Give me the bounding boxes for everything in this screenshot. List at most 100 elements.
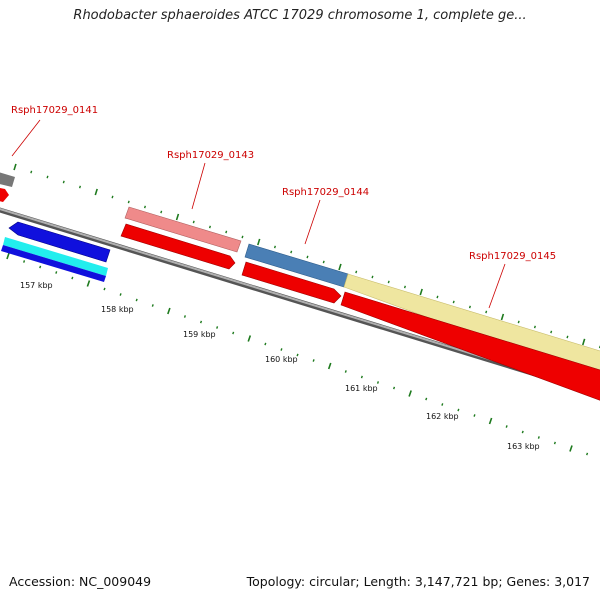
scale-tick-minor	[533, 325, 536, 329]
scale-tick-major	[581, 338, 586, 346]
scale-tick-major	[175, 213, 180, 221]
scale-tick-major	[419, 288, 423, 296]
scale-tick-minor	[30, 170, 33, 174]
scale-tick-major	[13, 163, 17, 171]
map-title: Rhodobacter sphaeroides ATCC 17029 chrom…	[73, 8, 527, 23]
scale-tick-major	[327, 362, 332, 370]
gene-feature-cyan[interactable]	[3, 237, 108, 276]
scale-tick-minor	[322, 260, 325, 264]
scale-tick-minor	[441, 403, 444, 406]
scale-tick-major	[500, 313, 505, 321]
kbp-label: 163 kbp	[507, 442, 540, 451]
scale-tick-minor	[232, 331, 235, 335]
scale-tick-minor	[127, 200, 130, 204]
scale-tick-minor	[485, 310, 488, 314]
kbp-label: 161 kbp	[345, 384, 378, 393]
scale-tick-minor	[160, 210, 163, 214]
scale-tick-minor	[468, 305, 471, 309]
scale-tick-minor	[355, 270, 358, 274]
scale-tick-major	[86, 280, 91, 287]
scale-tick-minor	[537, 436, 540, 439]
scale-tick-minor	[387, 280, 390, 284]
cds-arrow[interactable]	[340, 291, 600, 404]
gene-label: Rsph17029_0141	[11, 105, 98, 116]
scale-tick-minor	[151, 304, 154, 307]
scale-tick-major	[167, 307, 171, 315]
scale-tick-minor	[55, 271, 58, 274]
scale-labels: 157 kbp 158 kbp 159 kbp 160 kbp 161 kbp …	[20, 281, 540, 451]
kbp-label: 160 kbp	[265, 355, 298, 364]
scale-tick-minor	[457, 408, 460, 412]
scale-tick-minor	[586, 452, 589, 456]
gene-feature-blue-lower[interactable]	[1, 245, 106, 282]
cds-arrow[interactable]	[241, 261, 342, 304]
scale-tick-minor	[39, 265, 42, 269]
scale-tick-minor	[78, 185, 82, 189]
scale-tick-minor	[208, 225, 212, 229]
scale-tick-major	[488, 417, 493, 425]
gene-feature-blue[interactable]	[8, 221, 111, 263]
gene-feature-grey[interactable]	[0, 171, 15, 187]
scale-tick-minor	[199, 320, 203, 324]
topology-summary: Topology: circular; Length: 3,147,721 bp…	[246, 574, 590, 589]
scale-tick-minor	[273, 245, 276, 249]
scale-tick-minor	[393, 386, 396, 390]
scale-tick-minor	[296, 353, 299, 357]
scale-tick-minor	[111, 195, 114, 199]
scale-tick-minor	[425, 397, 428, 401]
scale-tick-minor	[119, 293, 122, 296]
scale-tick-minor	[521, 430, 524, 434]
scale-tick-major	[94, 188, 98, 196]
lower-scale-ticks	[6, 252, 589, 456]
scale-tick-minor	[135, 298, 138, 302]
scale-tick-minor	[71, 276, 74, 280]
cds-arrow[interactable]	[120, 223, 236, 270]
scale-tick-minor	[225, 230, 228, 234]
scale-tick-minor	[280, 348, 283, 351]
scale-tick-minor	[264, 342, 267, 346]
scale-tick-minor	[216, 326, 219, 329]
kbp-label: 162 kbp	[426, 412, 459, 421]
scale-tick-minor	[23, 260, 26, 263]
scale-tick-minor	[517, 320, 520, 324]
scale-tick-minor	[103, 287, 106, 291]
scale-tick-major	[6, 252, 10, 260]
scale-tick-minor	[566, 335, 569, 339]
scale-tick-minor	[143, 205, 147, 209]
kbp-label: 158 kbp	[101, 305, 134, 314]
accession-text: Accession: NC_009049	[9, 574, 152, 589]
scale-tick-minor	[403, 285, 406, 289]
scale-tick-minor	[360, 375, 363, 379]
cds-arrow[interactable]	[0, 187, 9, 202]
scale-tick-minor	[371, 275, 374, 279]
kbp-label: 159 kbp	[183, 330, 216, 339]
scale-tick-minor	[306, 255, 309, 259]
gene-label: Rsph17029_0145	[469, 251, 556, 262]
scale-tick-minor	[553, 441, 556, 445]
scale-tick-major	[408, 390, 412, 397]
gene-label: Rsph17029_0143	[167, 150, 254, 161]
gene-label: Rsph17029_0144	[282, 187, 369, 198]
scale-tick-minor	[452, 300, 455, 304]
scale-tick-minor	[290, 250, 293, 254]
scale-tick-major	[257, 238, 261, 246]
scale-tick-minor	[550, 330, 553, 334]
scale-tick-minor	[62, 180, 65, 184]
scale-tick-minor	[436, 295, 439, 299]
scale-tick-minor	[241, 235, 244, 239]
gene-feature-rsph17029-0143[interactable]	[124, 206, 242, 253]
scale-tick-minor	[183, 315, 186, 318]
scale-tick-major	[338, 263, 342, 271]
scale-tick-minor	[473, 414, 476, 417]
scale-tick-minor	[344, 370, 347, 373]
scale-tick-minor	[505, 425, 508, 428]
scale-tick-minor	[312, 359, 315, 362]
scale-tick-minor	[376, 381, 380, 384]
scale-tick-major	[247, 335, 252, 342]
scale-tick-minor	[46, 175, 49, 179]
scale-tick-minor	[192, 220, 195, 224]
scale-tick-major	[569, 445, 573, 452]
gene-label-leaders	[11, 119, 506, 309]
kbp-label: 157 kbp	[20, 281, 53, 290]
